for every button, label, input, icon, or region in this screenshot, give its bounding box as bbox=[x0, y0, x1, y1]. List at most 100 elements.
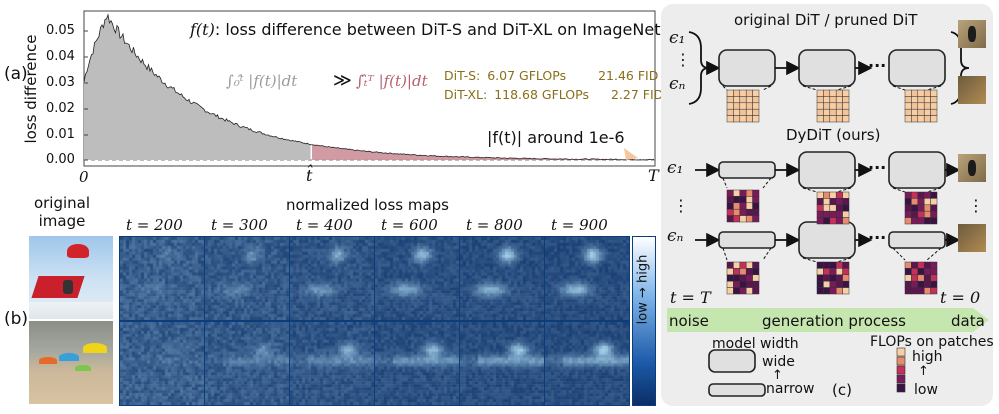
patch-cell bbox=[829, 96, 837, 104]
patch-cell bbox=[733, 268, 741, 276]
patch-cell bbox=[816, 89, 824, 97]
patch-cell bbox=[726, 202, 734, 210]
legend-width-arrow: ↑ bbox=[772, 368, 783, 383]
y-tick-label: 0.01 bbox=[46, 127, 75, 142]
title-text: : loss difference between DiT-S and DiT-… bbox=[214, 20, 661, 39]
patch-cell bbox=[739, 89, 747, 97]
patch-cell bbox=[733, 189, 741, 197]
patch-cell bbox=[923, 198, 931, 206]
epsilon-1-label: ϵ₁ bbox=[669, 28, 686, 48]
patch-cell bbox=[816, 217, 824, 225]
patch-cell bbox=[823, 287, 831, 295]
panel-b-label: (b) bbox=[4, 309, 29, 329]
patch-cell bbox=[823, 115, 831, 123]
patch-cell bbox=[930, 261, 938, 269]
patch-cell bbox=[835, 217, 843, 225]
loss-map bbox=[459, 321, 545, 406]
patch-cell bbox=[816, 96, 824, 104]
patch-grid bbox=[904, 191, 938, 225]
process-data-label: data bbox=[951, 312, 985, 330]
timestep-label: t = 200 bbox=[126, 216, 183, 234]
patch-cell bbox=[823, 274, 831, 282]
patch-cell bbox=[739, 196, 747, 204]
patch-cell bbox=[733, 89, 741, 97]
patch-cell bbox=[930, 89, 938, 97]
y-tick-label: 0.05 bbox=[46, 23, 75, 38]
patch-cell bbox=[752, 89, 760, 97]
patch-cell bbox=[842, 204, 850, 212]
patch-cell bbox=[816, 210, 824, 218]
patch-cell bbox=[904, 198, 912, 206]
patch-cell bbox=[739, 202, 747, 210]
x-tick-label: T bbox=[648, 166, 659, 185]
patch-cell bbox=[904, 274, 912, 282]
legend-narrow-block bbox=[708, 383, 766, 397]
patch-cell bbox=[930, 115, 938, 123]
patch-cell bbox=[739, 261, 747, 269]
patch-cell bbox=[923, 204, 931, 212]
patch-cell bbox=[739, 280, 747, 288]
narrow-block bbox=[888, 231, 946, 249]
patch-cell bbox=[739, 102, 747, 110]
patch-cell bbox=[911, 274, 919, 282]
wide-block bbox=[888, 151, 946, 189]
legend-high-label: high bbox=[912, 349, 943, 365]
patch-cell bbox=[739, 108, 747, 116]
patch-cell bbox=[842, 268, 850, 276]
input-brace bbox=[688, 31, 710, 105]
patch-cell bbox=[917, 198, 925, 206]
model-fid: 2.27 FID bbox=[610, 87, 664, 102]
patch-cell bbox=[733, 96, 741, 104]
patch-cell bbox=[911, 268, 919, 276]
patch-cell bbox=[917, 217, 925, 225]
patch-cell bbox=[752, 115, 760, 123]
loss-map bbox=[374, 321, 460, 406]
patch-cell bbox=[733, 102, 741, 110]
patch-cell bbox=[923, 191, 931, 199]
patch-cell bbox=[904, 261, 912, 269]
wide-block bbox=[718, 49, 776, 87]
patch-grid bbox=[726, 189, 760, 223]
patch-cell bbox=[829, 261, 837, 269]
patch-cell bbox=[733, 215, 741, 223]
loss-map bbox=[544, 236, 630, 321]
patch-cell bbox=[829, 268, 837, 276]
model-stats: DiT-S: 6.07 GFLOPs 21.46 FID DiT-XL: 118… bbox=[444, 66, 663, 104]
patch-cell bbox=[917, 261, 925, 269]
patch-cell bbox=[745, 280, 753, 288]
vertical-dots: ⋮ bbox=[968, 196, 984, 215]
patch-cell bbox=[726, 96, 734, 104]
patch-cell bbox=[904, 268, 912, 276]
model-name: DiT-XL: bbox=[444, 87, 488, 102]
patch-cell bbox=[823, 102, 831, 110]
patch-cell bbox=[829, 210, 837, 218]
patch-cell bbox=[829, 102, 837, 110]
patch-cell bbox=[835, 280, 843, 288]
model-name: DiT-S: bbox=[444, 68, 481, 83]
patch-cell bbox=[752, 268, 760, 276]
patch-cell bbox=[752, 102, 760, 110]
process-noise-label: noise bbox=[669, 312, 709, 330]
patch-cell bbox=[733, 196, 741, 204]
patch-cell bbox=[816, 198, 824, 206]
patch-cell bbox=[842, 108, 850, 116]
patch-cell bbox=[923, 108, 931, 116]
epsilon-n-label: ϵₙ bbox=[667, 226, 684, 246]
patch-cell bbox=[823, 191, 831, 199]
patch-cell bbox=[911, 115, 919, 123]
patch-cell bbox=[816, 191, 824, 199]
patch-cell bbox=[726, 108, 734, 116]
patch-cell bbox=[739, 96, 747, 104]
vertical-dots: ⋮ bbox=[673, 196, 689, 215]
patch-cell bbox=[917, 287, 925, 295]
patch-cell bbox=[923, 217, 931, 225]
patch-cell bbox=[829, 287, 837, 295]
patch-grid bbox=[904, 89, 938, 123]
vertical-dots: ⋮ bbox=[675, 50, 691, 69]
x-tick-label: t̂ bbox=[306, 166, 313, 185]
patch-cell bbox=[739, 268, 747, 276]
patch-cell bbox=[739, 189, 747, 197]
patch-cell bbox=[733, 280, 741, 288]
patch-cell bbox=[745, 287, 753, 295]
patch-grid bbox=[726, 261, 760, 295]
